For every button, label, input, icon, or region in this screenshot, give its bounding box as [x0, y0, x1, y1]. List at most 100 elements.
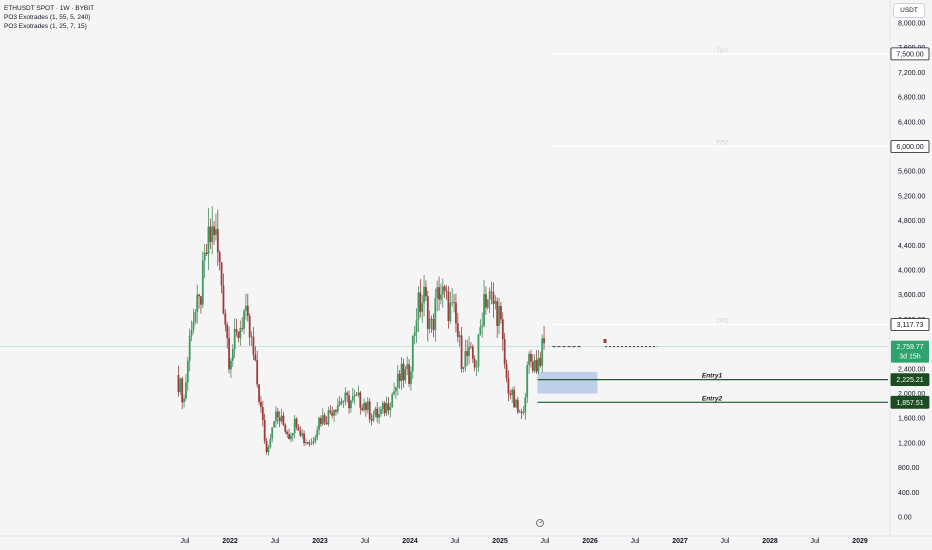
candle-body: [209, 226, 212, 243]
x-tick-label: 2028: [762, 538, 778, 545]
y-tick-label: 2,000.00: [898, 391, 925, 398]
candle-body: [284, 425, 287, 432]
candle-body: [179, 378, 182, 393]
candle-body: [323, 415, 326, 423]
candle-body: [282, 415, 285, 426]
candle-body: [443, 286, 446, 291]
candle-body: [440, 294, 442, 300]
candle-body: [305, 441, 307, 444]
candle-body: [233, 329, 236, 350]
candle-body: [524, 397, 527, 413]
candle-body: [533, 360, 536, 371]
y-tick-label: 2,400.00: [898, 366, 925, 373]
level-label-entry1: Entry1: [702, 373, 723, 380]
candle-body: [501, 319, 504, 340]
candle-body: [188, 335, 191, 361]
candle-body: [346, 392, 349, 396]
candle-body: [445, 290, 448, 292]
y-tick-label: 8,000.00: [898, 21, 925, 28]
candle-body: [344, 392, 347, 402]
candle-body: [400, 363, 403, 382]
candle-body: [226, 324, 229, 339]
candle-body: [275, 411, 277, 422]
candle-body: [423, 286, 425, 304]
y-tick-label: 4,000.00: [898, 268, 925, 275]
candle-body: [496, 301, 499, 326]
candle-body: [295, 418, 298, 427]
candle-body: [301, 433, 304, 436]
candle-body: [383, 402, 386, 414]
candle-body: [297, 426, 300, 431]
candle-body: [515, 399, 517, 408]
candle-body: [425, 286, 427, 297]
y-tick-label: 3,600.00: [898, 292, 925, 299]
candle-body: [355, 394, 358, 396]
candle-body: [539, 357, 542, 366]
candle-body: [526, 364, 529, 398]
candle-body: [198, 294, 200, 297]
candle-body: [321, 415, 324, 425]
candle-body: [507, 378, 510, 394]
y-tick-label: 1,600.00: [898, 416, 925, 423]
x-tick-label: 2027: [672, 538, 688, 545]
candle-body: [393, 391, 395, 395]
candle-body: [261, 407, 264, 420]
price-tag-text-tp3: 7,500.00: [896, 51, 923, 58]
candle-body: [320, 417, 322, 425]
indicator-2[interactable]: PO3 Exotrades (1, 25, 7, 15): [4, 23, 87, 30]
indicator-1[interactable]: PO3 Exotrades (1, 55, 5, 240): [4, 14, 91, 21]
candle-body: [254, 354, 257, 361]
candle-body: [475, 366, 478, 368]
candle-body: [391, 394, 394, 408]
candle-body: [186, 360, 189, 383]
candle-body: [396, 373, 399, 388]
candle-body: [340, 401, 343, 403]
x-tick-label: Jul: [361, 538, 370, 545]
candle-body: [378, 413, 380, 418]
candle-body: [380, 409, 382, 414]
candle-body: [428, 318, 431, 329]
candle-body: [372, 415, 375, 421]
price-tag-text-tp2: 6,000.00: [896, 144, 923, 151]
y-tick-label: 4,800.00: [898, 218, 925, 225]
candle-body: [273, 421, 275, 428]
x-tick-label: 2024: [402, 538, 418, 545]
x-tick-label: Jul: [451, 538, 460, 545]
candle-body: [419, 292, 422, 312]
candle-body: [528, 353, 530, 365]
candle-body: [503, 339, 506, 365]
y-tick-label: 5,200.00: [898, 193, 925, 200]
candle-body: [216, 229, 219, 253]
candle-body: [438, 287, 440, 300]
candle-body: [381, 402, 384, 410]
currency-badge[interactable]: USDT: [893, 3, 925, 18]
candle-body: [516, 399, 519, 412]
chart-legend: ETHUSDT SPOT · 1W · BYBIT PO3 Exotrades …: [4, 4, 94, 31]
candle-body: [500, 305, 502, 320]
y-tick-label: 5,600.00: [898, 169, 925, 176]
y-tick-label: 0.00: [898, 515, 912, 522]
clock-icon: [536, 519, 544, 527]
candle-body: [258, 384, 260, 403]
symbol-title[interactable]: ETHUSDT SPOT · 1W · BYBIT: [4, 5, 95, 12]
y-tick-label: 800.00: [898, 465, 920, 472]
candle-body: [447, 291, 450, 322]
candle-body: [228, 338, 230, 370]
candle-body: [220, 262, 223, 286]
clock-icon-hand: [539, 520, 543, 524]
y-tick-label: 7,200.00: [898, 70, 925, 77]
candle-body: [505, 364, 508, 379]
level-label-tp3: Tp3: [716, 47, 728, 54]
candle-body: [196, 294, 199, 312]
candle-body: [456, 323, 459, 337]
candle-body: [235, 329, 238, 332]
candle-body: [299, 430, 302, 436]
candle-body: [276, 411, 279, 418]
candle-body: [537, 357, 540, 372]
candle-body: [468, 346, 470, 356]
candle-body: [231, 349, 234, 361]
candle-body: [211, 226, 214, 243]
candle-body: [531, 361, 534, 371]
candle-body: [185, 382, 187, 399]
